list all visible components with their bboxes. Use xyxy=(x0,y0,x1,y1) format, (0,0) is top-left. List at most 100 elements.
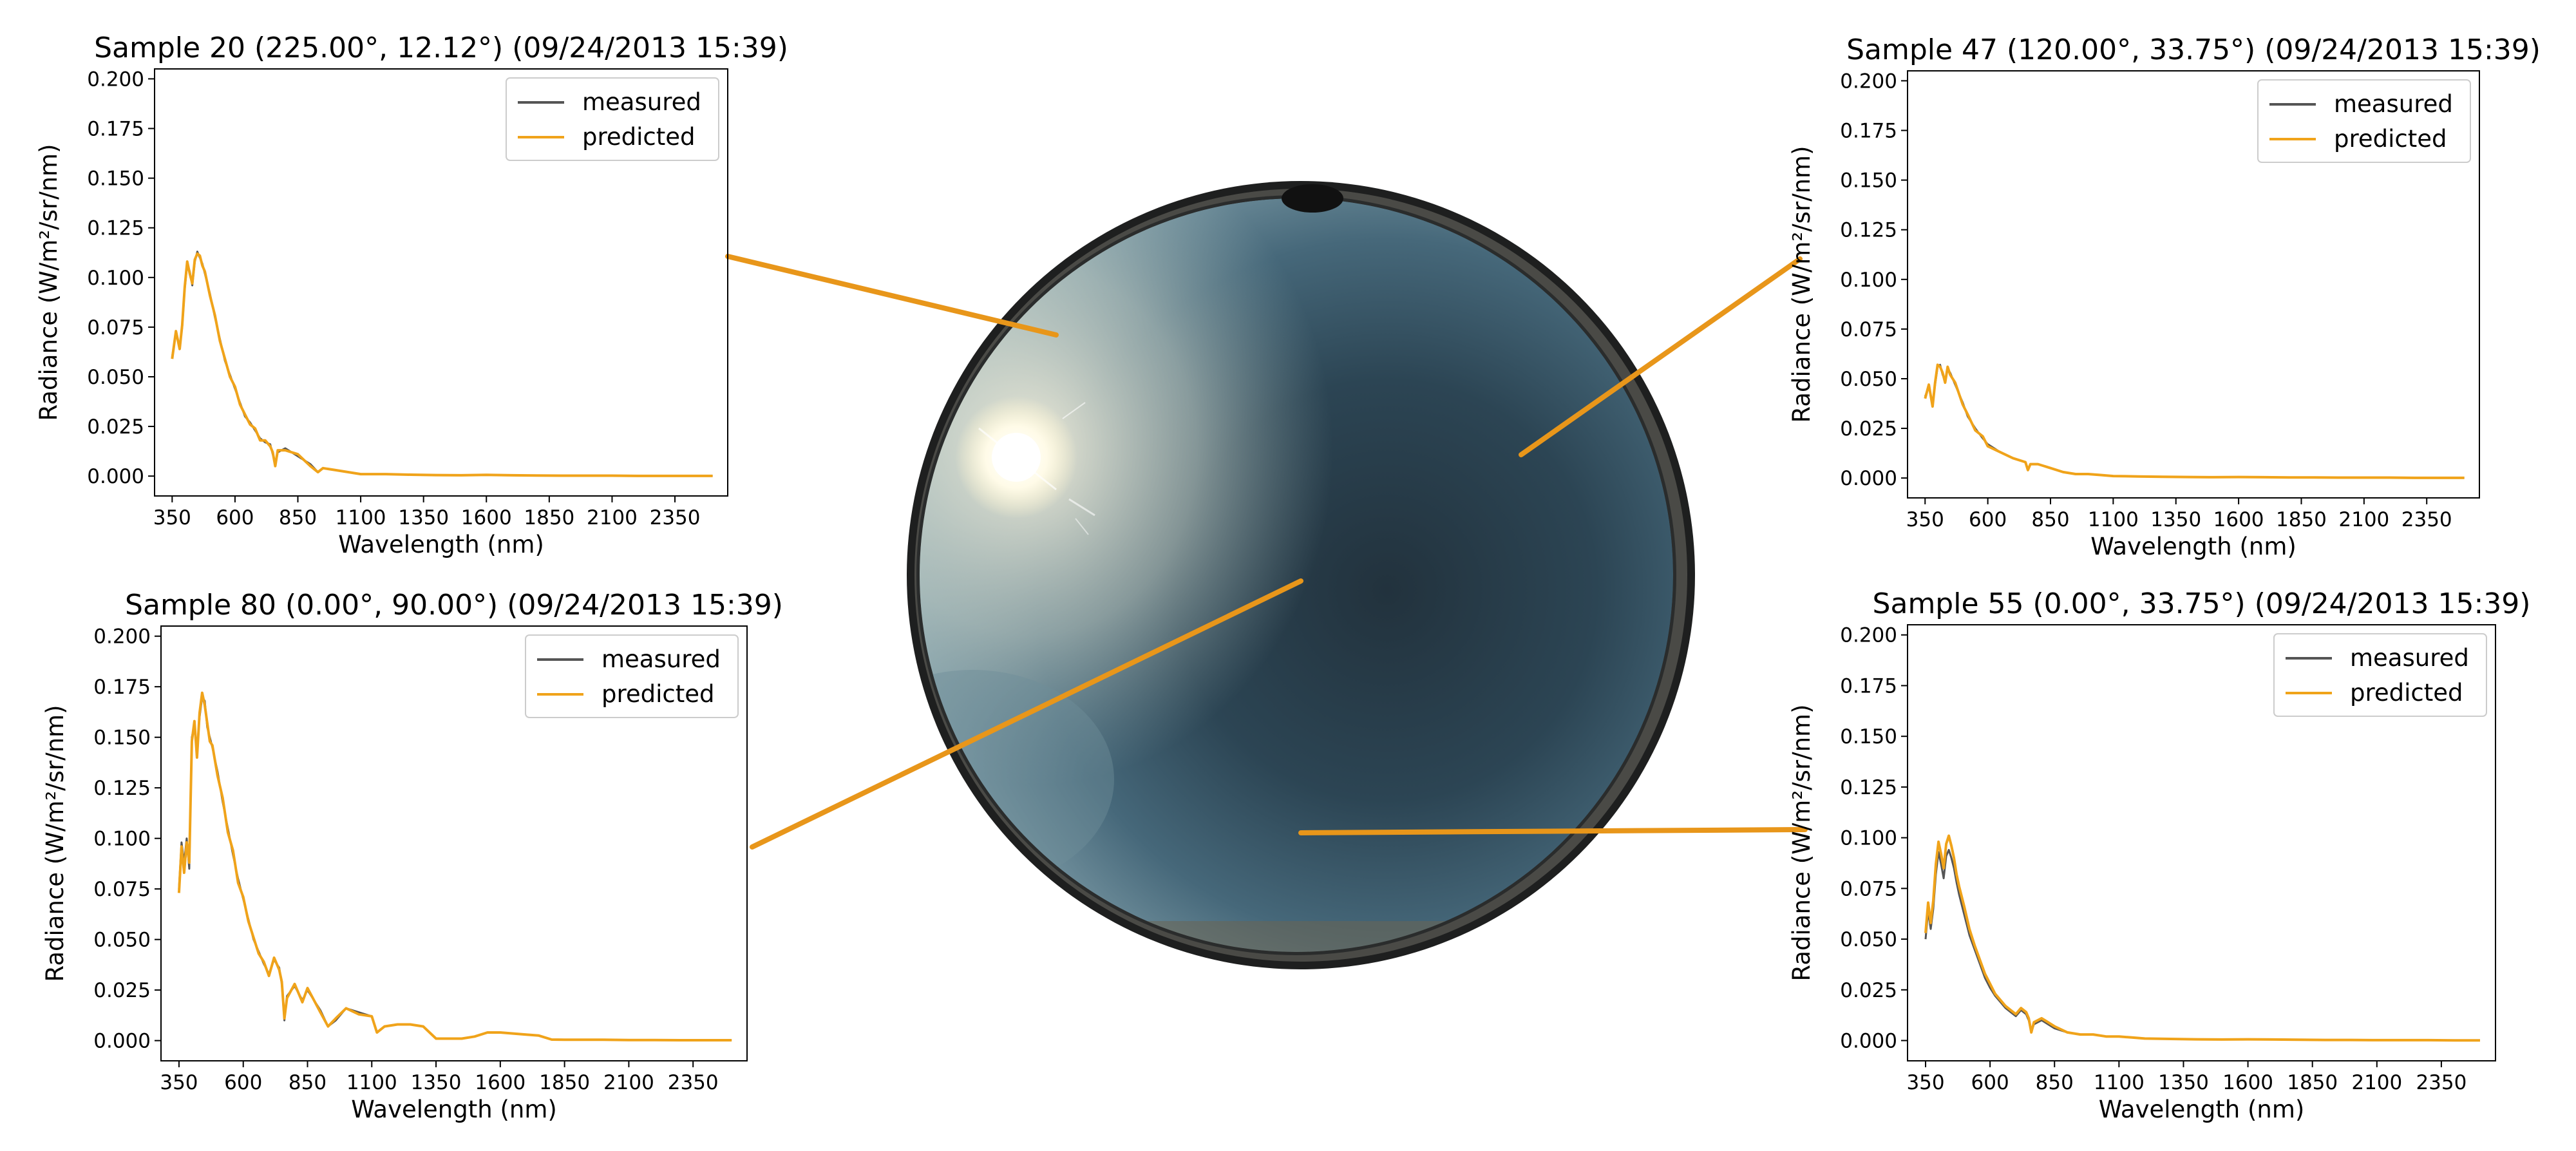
x-axis-label: Wavelength (nm) xyxy=(2090,533,2297,560)
chart-sample-47: Sample 47 (120.00°, 33.75°) (09/24/2013 … xyxy=(1788,33,2541,560)
legend-entry: predicted xyxy=(2350,679,2463,707)
y-tick-label: 0.050 xyxy=(93,929,151,952)
x-tick-label: 850 xyxy=(289,1071,327,1094)
y-tick-label: 0.050 xyxy=(1840,928,1897,951)
y-tick-label: 0.125 xyxy=(93,777,151,800)
y-tick-label: 0.075 xyxy=(87,316,144,339)
legend-box xyxy=(525,634,739,718)
x-tick-label: 2100 xyxy=(603,1071,654,1094)
legend-entry: measured xyxy=(601,645,721,673)
x-axis-label: Wavelength (nm) xyxy=(351,1096,557,1123)
legend-box xyxy=(506,77,719,161)
series-line-predicted xyxy=(1924,834,2480,1042)
y-tick-label: 0.075 xyxy=(93,878,151,901)
x-tick-label: 600 xyxy=(1969,508,2007,531)
y-tick-label: 0.025 xyxy=(1840,417,1897,441)
y-axis-label: Radiance (W/m²/sr/nm) xyxy=(1788,704,1815,981)
y-tick-label: 0.200 xyxy=(1840,70,1897,93)
x-tick-label: 1600 xyxy=(2213,508,2264,531)
x-tick-label: 1100 xyxy=(346,1071,397,1094)
x-tick-label: 350 xyxy=(1906,508,1944,531)
legend-box xyxy=(2273,633,2487,717)
y-tick-label: 0.200 xyxy=(93,625,151,649)
y-tick-label: 0.100 xyxy=(87,267,144,290)
legend: measured predicted xyxy=(2257,79,2471,163)
connector-line xyxy=(1298,827,1808,835)
y-tick-label: 0.100 xyxy=(1840,827,1897,850)
chart-title: Sample 47 (120.00°, 33.75°) (09/24/2013 … xyxy=(1846,33,2541,66)
series-line-predicted xyxy=(1924,363,2465,479)
y-tick-label: 0.025 xyxy=(87,415,144,439)
legend-entry: predicted xyxy=(2334,125,2447,153)
legend-box xyxy=(2257,79,2471,163)
y-tick-label: 0.000 xyxy=(93,1030,151,1053)
y-tick-label: 0.075 xyxy=(1840,318,1897,341)
plot-frame xyxy=(154,68,728,497)
y-tick-label: 0.175 xyxy=(1840,120,1897,143)
y-tick-label: 0.000 xyxy=(1840,467,1897,490)
x-tick-label: 1850 xyxy=(2287,1071,2338,1094)
y-tick-label: 0.200 xyxy=(87,68,144,91)
x-tick-label: 2100 xyxy=(2351,1071,2402,1094)
y-tick-label: 0.200 xyxy=(1840,624,1897,647)
legend-entry: measured xyxy=(582,88,701,116)
x-tick-label: 1100 xyxy=(2088,508,2139,531)
legend-entry: measured xyxy=(2350,644,2469,672)
chart-title: Sample 20 (225.00°, 12.12°) (09/24/2013 … xyxy=(94,32,788,64)
series-line-measured xyxy=(171,251,713,477)
chart-sample-20: Sample 20 (225.00°, 12.12°) (09/24/2013 … xyxy=(35,32,788,558)
legend: measured predicted xyxy=(525,634,739,718)
x-axis-label: Wavelength (nm) xyxy=(338,531,544,558)
plot-frame xyxy=(160,625,748,1061)
y-tick-label: 0.150 xyxy=(1840,725,1897,748)
x-tick-label: 350 xyxy=(160,1071,198,1094)
x-tick-label: 1350 xyxy=(411,1071,462,1094)
y-tick-label: 0.150 xyxy=(93,727,151,750)
chart-title: Sample 80 (0.00°, 90.00°) (09/24/2013 15… xyxy=(125,589,783,622)
series-line-measured xyxy=(1924,363,2465,479)
y-axis-label: Radiance (W/m²/sr/nm) xyxy=(1788,146,1815,423)
x-tick-label: 2350 xyxy=(668,1071,719,1094)
chart-title: Sample 55 (0.00°, 33.75°) (09/24/2013 15… xyxy=(1873,587,2531,620)
x-tick-label: 1850 xyxy=(524,506,574,529)
x-tick-label: 1600 xyxy=(475,1071,526,1094)
legend: measured predicted xyxy=(506,77,719,161)
x-tick-label: 1350 xyxy=(2150,508,2201,531)
connector-line xyxy=(750,578,1303,850)
y-tick-label: 0.050 xyxy=(87,366,144,389)
connector-lines xyxy=(725,254,1808,850)
plot-frame xyxy=(1907,624,2496,1061)
sky-image xyxy=(907,181,1695,969)
x-tick-label: 1850 xyxy=(539,1071,590,1094)
y-tick-label: 0.050 xyxy=(1840,368,1897,391)
series-line-predicted xyxy=(177,691,732,1042)
x-tick-label: 850 xyxy=(2036,1071,2074,1094)
connector-line xyxy=(1519,256,1803,457)
y-axis-label: Radiance (W/m²/sr/nm) xyxy=(41,705,69,982)
x-tick-label: 600 xyxy=(1971,1071,2009,1094)
y-tick-label: 0.150 xyxy=(87,167,144,191)
y-tick-label: 0.125 xyxy=(87,217,144,240)
chart-sample-80: Sample 80 (0.00°, 90.00°) (09/24/2013 15… xyxy=(41,589,783,1123)
x-tick-label: 1100 xyxy=(336,506,386,529)
x-tick-label: 600 xyxy=(224,1071,262,1094)
x-tick-label: 1100 xyxy=(2094,1071,2145,1094)
x-tick-label: 2100 xyxy=(2338,508,2389,531)
x-tick-label: 2350 xyxy=(2401,508,2452,531)
y-tick-label: 0.100 xyxy=(1840,269,1897,292)
connector-line xyxy=(725,254,1059,338)
legend: measured predicted xyxy=(2273,633,2487,717)
x-tick-label: 1600 xyxy=(2222,1071,2273,1094)
y-tick-label: 0.125 xyxy=(1840,219,1897,242)
y-tick-label: 0.100 xyxy=(93,828,151,851)
x-tick-label: 600 xyxy=(216,506,254,529)
y-tick-label: 0.150 xyxy=(1840,169,1897,193)
x-tick-label: 1850 xyxy=(2276,508,2327,531)
plot-frame xyxy=(1907,70,2480,499)
legend-entry: predicted xyxy=(582,123,696,151)
x-tick-label: 2100 xyxy=(587,506,638,529)
legend-entry: measured xyxy=(2334,90,2453,118)
x-tick-label: 2350 xyxy=(650,506,701,529)
y-axis-label: Radiance (W/m²/sr/nm) xyxy=(35,144,62,421)
